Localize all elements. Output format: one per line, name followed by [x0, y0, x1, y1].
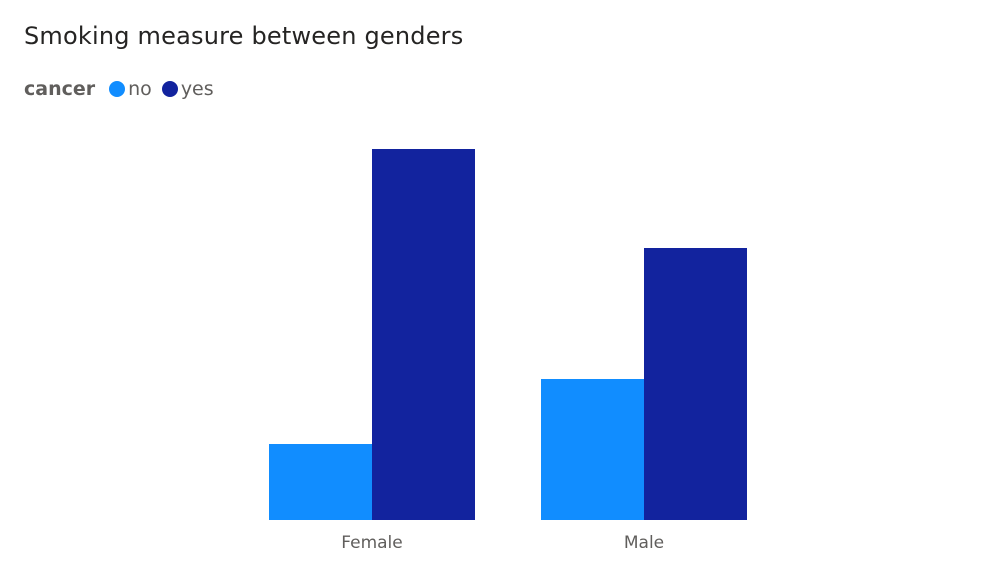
- legend-label-yes: yes: [180, 78, 214, 100]
- legend-title: cancer: [24, 78, 96, 100]
- x-tick-label-female: Female: [341, 533, 402, 553]
- x-tick-label-male: Male: [624, 533, 664, 553]
- bar-female-no[interactable]: [269, 444, 372, 520]
- legend-item-no[interactable]: no: [109, 78, 152, 100]
- bar-female-yes[interactable]: [372, 149, 475, 520]
- chart-title: Smoking measure between genders: [24, 22, 464, 50]
- bar-male-yes[interactable]: [644, 248, 747, 520]
- legend-label-no: no: [128, 78, 152, 100]
- legend: cancer no yes: [24, 78, 224, 100]
- legend-marker-yes: [161, 81, 178, 97]
- legend-marker-no: [109, 81, 126, 97]
- legend-item-yes[interactable]: yes: [161, 78, 214, 100]
- bar-male-no[interactable]: [541, 379, 644, 520]
